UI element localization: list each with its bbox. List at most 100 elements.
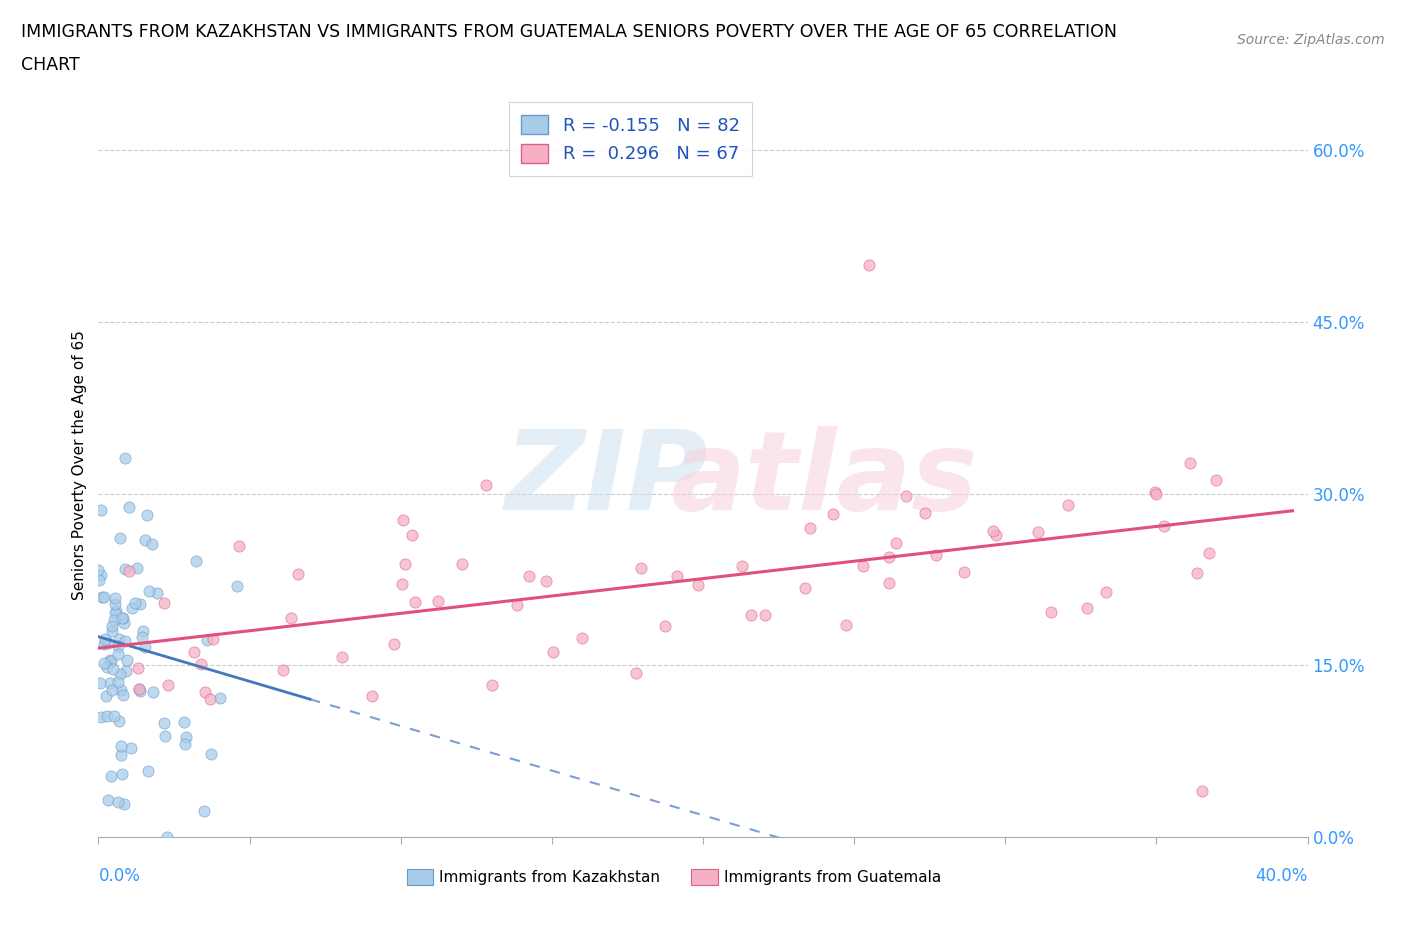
Point: [925, 548, 948, 563]
Point: [120, 740, 142, 755]
Point: [193, 804, 215, 818]
Point: [630, 561, 652, 576]
Point: [404, 594, 426, 609]
Point: [688, 578, 710, 592]
Point: [97, 636, 120, 651]
Text: 40.0%: 40.0%: [1256, 867, 1308, 884]
Point: [481, 677, 503, 692]
Bar: [406, 869, 433, 885]
Point: [107, 674, 129, 689]
Point: [391, 577, 413, 591]
Point: [117, 652, 139, 667]
Text: Immigrants from Kazakhstan: Immigrants from Kazakhstan: [440, 870, 661, 884]
Point: [111, 766, 134, 781]
Text: IMMIGRANTS FROM KAZAKHSTAN VS IMMIGRANTS FROM GUATEMALA SENIORS POVERTY OVER THE: IMMIGRANTS FROM KAZAKHSTAN VS IMMIGRANTS…: [21, 23, 1118, 41]
Point: [1205, 472, 1227, 487]
Point: [174, 737, 197, 751]
Point: [534, 573, 557, 588]
Point: [112, 615, 135, 630]
Point: [852, 559, 875, 574]
Text: 0.0%: 0.0%: [98, 867, 141, 884]
Point: [87, 563, 110, 578]
Point: [1180, 456, 1202, 471]
Point: [132, 624, 155, 639]
Point: [330, 649, 353, 664]
Point: [90, 710, 112, 724]
Point: [89, 572, 111, 587]
Point: [1056, 498, 1078, 512]
Point: [134, 640, 156, 655]
Point: [100, 653, 122, 668]
Point: [799, 520, 821, 535]
Text: Source: ZipAtlas.com: Source: ZipAtlas.com: [1237, 33, 1385, 46]
Point: [110, 738, 132, 753]
Point: [519, 568, 541, 583]
Point: [114, 450, 136, 465]
Point: [1095, 585, 1118, 600]
Point: [93, 637, 115, 652]
Point: [118, 499, 141, 514]
Point: [1039, 604, 1062, 619]
Point: [427, 594, 450, 609]
Point: [451, 557, 474, 572]
Point: [1144, 486, 1167, 501]
Point: [115, 663, 138, 678]
Point: [124, 595, 146, 610]
Text: Immigrants from Guatemala: Immigrants from Guatemala: [724, 870, 941, 884]
Y-axis label: Seniors Poverty Over the Age of 65: Seniors Poverty Over the Age of 65: [72, 330, 87, 600]
Point: [114, 633, 136, 648]
Point: [195, 633, 218, 648]
Point: [114, 562, 136, 577]
Point: [884, 536, 907, 551]
Point: [104, 591, 127, 605]
Point: [90, 590, 112, 604]
Point: [194, 684, 217, 699]
Point: [101, 683, 124, 698]
Legend: R = -0.155   N = 82, R =  0.296   N = 67: R = -0.155 N = 82, R = 0.296 N = 67: [509, 102, 752, 176]
Point: [104, 597, 127, 612]
Point: [571, 631, 593, 645]
Point: [128, 682, 150, 697]
Point: [110, 748, 132, 763]
Point: [793, 580, 815, 595]
Point: [107, 713, 129, 728]
Point: [110, 530, 132, 545]
Point: [90, 502, 112, 517]
Point: [107, 646, 129, 661]
Point: [200, 746, 222, 761]
Point: [146, 586, 169, 601]
Point: [110, 683, 132, 698]
Point: [740, 607, 762, 622]
Point: [228, 538, 250, 553]
Point: [110, 610, 132, 625]
Point: [101, 623, 124, 638]
Point: [208, 691, 231, 706]
Point: [98, 675, 121, 690]
Point: [666, 569, 689, 584]
Point: [141, 537, 163, 551]
Point: [108, 631, 131, 646]
Point: [401, 527, 423, 542]
Point: [103, 613, 125, 628]
Point: [142, 684, 165, 699]
Point: [754, 608, 776, 623]
Point: [877, 550, 900, 565]
Point: [475, 477, 498, 492]
Bar: [690, 869, 717, 885]
Point: [101, 618, 124, 633]
Point: [506, 598, 529, 613]
Point: [835, 618, 858, 632]
Point: [202, 631, 225, 646]
Point: [112, 796, 135, 811]
Point: [97, 792, 120, 807]
Text: ZIP: ZIP: [505, 426, 709, 534]
Point: [271, 662, 294, 677]
Point: [138, 583, 160, 598]
Text: atlas: atlas: [671, 426, 977, 534]
Point: [100, 768, 122, 783]
Point: [134, 532, 156, 547]
Point: [156, 678, 179, 693]
Point: [1191, 784, 1213, 799]
Point: [127, 660, 149, 675]
Point: [1076, 601, 1098, 616]
